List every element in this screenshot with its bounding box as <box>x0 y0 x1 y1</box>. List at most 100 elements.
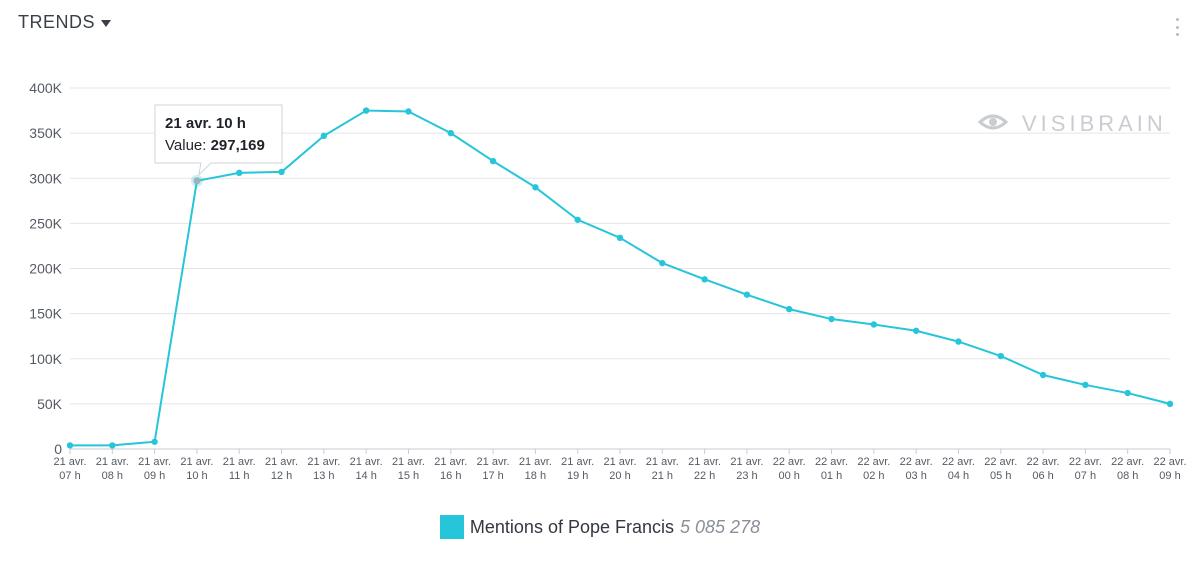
x-tick-label-date: 21 avr. <box>477 456 510 468</box>
x-tick-label-date: 22 avr. <box>773 456 806 468</box>
y-axis: 0 50K 100K 150K 200K 250K 300K 350K 400K <box>29 80 62 457</box>
data-point <box>532 184 539 191</box>
x-tick-label-date: 22 avr. <box>942 456 975 468</box>
x-tick-label-date: 21 avr. <box>138 456 171 468</box>
x-tick-label-hour: 03 h <box>905 470 926 482</box>
y-tick-label: 150K <box>29 306 62 322</box>
data-point <box>659 259 666 267</box>
x-tick-label-date: 22 avr. <box>815 456 848 468</box>
trends-title: TRENDS <box>18 12 96 32</box>
trends-dropdown[interactable]: TRENDS <box>18 12 112 33</box>
eye-icon <box>977 114 1009 130</box>
data-point <box>278 168 285 176</box>
data-point <box>405 108 412 115</box>
x-tick-label-hour: 09 h <box>1159 470 1180 482</box>
tooltip: 21 avr. 10 h Value: 297,169 <box>154 104 283 187</box>
caret-down-icon <box>101 19 112 27</box>
data-point <box>616 234 624 242</box>
y-tick-label: 350K <box>29 125 62 141</box>
x-tick-label-hour: 19 h <box>567 470 588 482</box>
data-point <box>870 321 878 328</box>
x-tick-label-date: 21 avr. <box>688 456 721 468</box>
data-point <box>151 438 158 445</box>
x-tick-label-hour: 20 h <box>609 470 630 482</box>
x-tick-label-date: 22 avr. <box>984 456 1017 468</box>
data-point <box>236 169 243 177</box>
x-tick-label-date: 21 avr. <box>603 456 636 468</box>
x-tick-label-date: 21 avr. <box>350 456 383 468</box>
watermark-text: VISIBRAIN <box>1022 111 1167 136</box>
data-point <box>912 327 920 334</box>
data-point <box>362 107 370 114</box>
y-tick-label: 100K <box>29 351 62 367</box>
x-tick-label-date: 21 avr. <box>392 456 425 468</box>
x-tick-label-date: 22 avr. <box>1027 456 1060 468</box>
y-tick-label: 300K <box>29 170 62 186</box>
data-point <box>1082 381 1089 389</box>
x-tick-label-date: 21 avr. <box>307 456 340 468</box>
x-tick-label-hour: 21 h <box>652 470 673 482</box>
hover-point <box>193 177 201 185</box>
data-point <box>66 442 74 449</box>
tooltip-box <box>154 104 283 177</box>
x-tick-label-hour: 16 h <box>440 470 461 482</box>
x-tick-label-hour: 09 h <box>144 470 165 482</box>
visibrain-watermark: VISIBRAIN <box>977 111 1167 136</box>
y-tick-label: 400K <box>29 80 62 96</box>
data-point <box>489 157 497 165</box>
x-tick-label-hour: 00 h <box>779 470 800 482</box>
x-tick-label-date: 22 avr. <box>1153 456 1186 468</box>
x-tick-label-hour: 12 h <box>271 470 292 482</box>
tooltip-title: 21 avr. 10 h <box>165 115 246 132</box>
y-tick-label: 200K <box>29 261 62 277</box>
x-tick-label-hour: 11 h <box>229 470 250 482</box>
x-tick-label-date: 21 avr. <box>519 456 552 468</box>
y-tick-label: 50K <box>37 396 63 412</box>
x-tick-label-date: 21 avr. <box>646 456 679 468</box>
x-tick-label-date: 22 avr. <box>1111 456 1144 468</box>
more-options-icon[interactable] <box>1174 18 1180 36</box>
data-point <box>828 315 835 323</box>
legend-total: 5 085 278 <box>680 516 761 537</box>
x-axis: 21 avr. 07 h 21 avr. 08 h 21 avr. 09 h 21 avr.… <box>53 449 1187 482</box>
x-tick-label-hour: 23 h <box>736 470 757 482</box>
x-tick-label-hour: 10 h <box>186 470 207 482</box>
x-tick-label-hour: 04 h <box>948 470 969 482</box>
x-tick-label-hour: 13 h <box>313 470 334 482</box>
x-tick-label-date: 22 avr. <box>1069 456 1102 468</box>
data-point <box>1166 400 1174 408</box>
x-tick-label-hour: 22 h <box>694 470 715 482</box>
data-point <box>955 338 962 345</box>
y-tick-label: 250K <box>29 215 62 231</box>
x-tick-label-hour: 14 h <box>355 470 376 482</box>
data-point <box>701 276 708 283</box>
x-tick-label-date: 22 avr. <box>900 456 933 468</box>
data-point <box>1039 371 1047 379</box>
data-point <box>1124 389 1131 397</box>
x-tick-label-date: 21 avr. <box>561 456 594 468</box>
x-tick-label-date: 21 avr. <box>53 456 86 468</box>
x-tick-label-hour: 17 h <box>482 470 503 482</box>
line-chart: 0 50K 100K 150K 200K 250K 300K 350K 400K 21 avr.… <box>29 80 1187 482</box>
data-point <box>786 305 793 313</box>
data-point <box>574 216 581 223</box>
x-tick-label-hour: 07 h <box>1075 470 1096 482</box>
data-point <box>109 442 116 449</box>
x-tick-label-hour: 07 h <box>59 470 80 482</box>
x-tick-label-hour: 18 h <box>525 470 546 482</box>
legend-swatch <box>439 515 464 539</box>
x-tick-label-hour: 05 h <box>990 470 1011 482</box>
data-point <box>743 291 751 298</box>
x-tick-label-date: 21 avr. <box>434 456 467 468</box>
x-tick-label-hour: 08 h <box>102 470 123 482</box>
x-tick-label-date: 21 avr. <box>223 456 256 468</box>
legend-item[interactable]: Mentions of Pope Francis 5 085 278 <box>0 515 1200 539</box>
data-point <box>447 129 454 137</box>
data-point <box>997 352 1004 360</box>
x-tick-label-hour: 01 h <box>821 470 842 482</box>
y-tick-label: 0 <box>54 441 62 457</box>
series-mentions <box>66 107 1174 449</box>
x-tick-label-hour: 06 h <box>1032 470 1053 482</box>
x-tick-label-date: 22 avr. <box>857 456 890 468</box>
x-tick-label-hour: 08 h <box>1117 470 1138 482</box>
